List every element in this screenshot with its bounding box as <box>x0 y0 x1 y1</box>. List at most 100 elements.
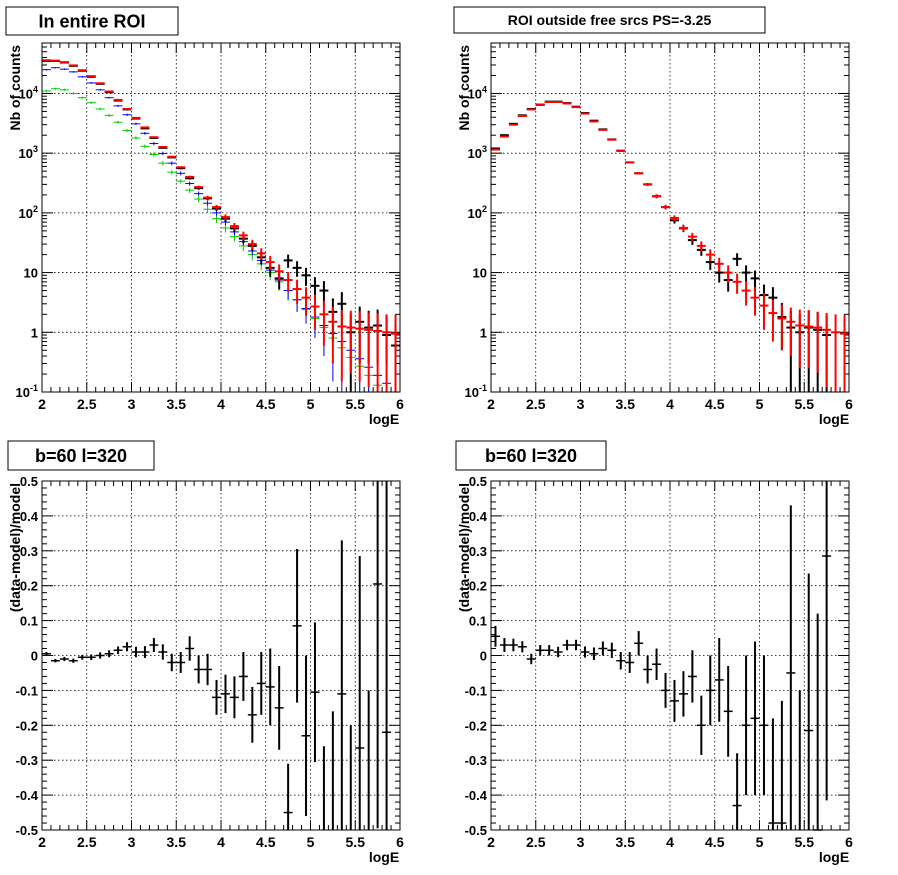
data-point <box>750 270 760 290</box>
y-tick-label: -0.4 <box>465 788 488 803</box>
x-axis: 2 2.5 3 3.5 4 4.5 5 5.5 6 <box>487 481 853 850</box>
data-point <box>562 639 572 651</box>
y-tick-label: -0.5 <box>465 823 487 838</box>
data-point <box>795 309 805 369</box>
data-point <box>256 248 266 260</box>
x-tick-label: 4.5 <box>256 834 276 850</box>
data-point <box>212 210 221 216</box>
data-point <box>104 96 114 99</box>
y-tick-label: 10-1 <box>465 383 487 400</box>
y-axis-label: Nb of counts <box>7 45 23 131</box>
data-point <box>508 638 518 652</box>
data-point <box>355 556 365 830</box>
data-point <box>382 481 392 830</box>
data-point <box>741 265 751 283</box>
data-point <box>652 648 662 680</box>
data-point <box>598 128 608 131</box>
x-tick-label: 2 <box>38 396 46 412</box>
data-point <box>310 294 320 330</box>
y-tick-label: 0.3 <box>20 544 38 559</box>
data-point <box>822 481 832 801</box>
data-point <box>337 310 347 382</box>
data-point <box>149 136 159 139</box>
data-point <box>346 310 356 375</box>
data-point <box>589 647 599 661</box>
data-point <box>714 257 724 272</box>
data-point <box>723 665 733 757</box>
data-point <box>670 215 679 222</box>
data-point <box>185 175 195 179</box>
x-tick-label: 2.5 <box>526 834 546 850</box>
data-point <box>50 66 60 69</box>
data-point <box>229 676 239 719</box>
data-point <box>526 653 536 665</box>
data-point <box>687 232 697 242</box>
data-point <box>59 656 69 662</box>
data-point <box>678 671 688 717</box>
data-point <box>292 261 302 277</box>
data-point <box>741 281 751 306</box>
y-axis: -0.5 -0.4 -0.3 -0.2 -0.1 0 0.1 0.2 0.3 0.4 0.5 <box>465 474 849 838</box>
chart-panel-1: 2 2.5 3 3.5 4 4.5 5 5.5 6 10-1 1 10 102 103 104 logE Nb … <box>5 6 404 427</box>
data-point <box>705 249 715 262</box>
x-tick-label: 4 <box>217 396 225 412</box>
data-point <box>122 128 132 133</box>
data-point <box>167 653 177 672</box>
data-point <box>131 122 141 126</box>
data-point <box>104 113 114 117</box>
data-point <box>714 638 724 722</box>
data-point <box>122 113 132 116</box>
plot-frame <box>41 480 401 831</box>
data-point <box>283 272 293 292</box>
y-tick-label: 103 <box>468 144 487 161</box>
x-tick-label: 2 <box>487 834 495 850</box>
x-tick-label: 2.5 <box>77 396 97 412</box>
data-point <box>634 172 644 175</box>
data-point <box>786 505 796 830</box>
x-axis-label: logE <box>369 411 399 427</box>
data-point <box>804 310 814 369</box>
series-1 <box>42 481 392 830</box>
data-point <box>777 304 787 351</box>
data-point <box>50 87 60 90</box>
data-point <box>741 655 751 796</box>
x-axis-label: logE <box>369 849 399 865</box>
data-point <box>158 145 168 148</box>
data-point <box>86 101 96 105</box>
data-point <box>768 718 778 830</box>
x-tick-label: 5 <box>307 396 315 412</box>
chart-title: b=60 l=320 <box>485 446 577 466</box>
data-point <box>77 96 87 99</box>
title-box <box>7 440 155 471</box>
data-point <box>777 700 787 830</box>
y-tick-label: 0.1 <box>20 614 38 629</box>
data-point <box>768 299 778 342</box>
x-tick-label: 6 <box>845 396 853 412</box>
y-tick-label: 102 <box>19 204 38 221</box>
data-point <box>732 753 742 830</box>
plot-frame <box>490 480 850 831</box>
x-tick-label: 5 <box>756 396 764 412</box>
data-point <box>158 160 168 166</box>
x-tick-label: 4.5 <box>705 834 725 850</box>
y-tick-label: 10-1 <box>16 383 38 400</box>
x-tick-label: 4 <box>217 834 225 850</box>
plot-frame <box>41 42 401 393</box>
y-tick-label: -0.3 <box>465 753 487 768</box>
x-tick-label: 5.5 <box>795 396 815 412</box>
x-tick-label: 3.5 <box>167 834 187 850</box>
data-point <box>149 638 159 653</box>
data-point <box>804 573 814 830</box>
data-point <box>337 540 347 830</box>
data-point <box>229 222 239 230</box>
data-point <box>723 265 733 283</box>
data-point <box>42 89 51 93</box>
chart-title: ROI outside free srcs PS=-3.25 <box>508 12 712 28</box>
data-point <box>491 148 500 151</box>
x-tick-label: 6 <box>396 396 404 412</box>
data-point <box>607 642 617 658</box>
series-2 <box>491 100 849 392</box>
data-point <box>319 300 329 346</box>
data-point <box>616 652 626 670</box>
y-tick-label: 0.3 <box>469 544 487 559</box>
